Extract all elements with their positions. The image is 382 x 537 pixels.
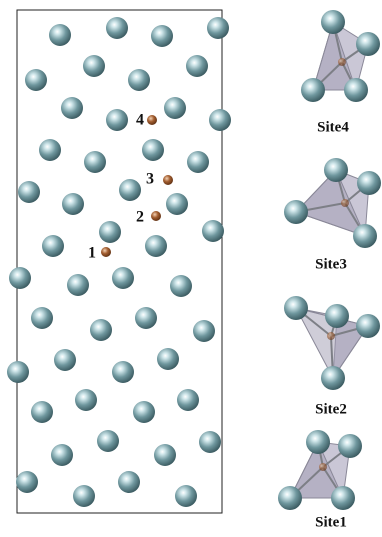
host-atom (301, 78, 325, 102)
host-atom (284, 296, 308, 320)
host-atom (145, 235, 167, 257)
host-atom (356, 32, 380, 56)
site-label: Site4 (317, 119, 349, 135)
site-label: Site3 (315, 256, 347, 272)
interstitial-atom (163, 175, 173, 185)
host-atom (112, 361, 134, 383)
host-atom (84, 151, 106, 173)
host-atom (166, 193, 188, 215)
host-atom (7, 361, 29, 383)
host-atom (142, 139, 164, 161)
host-atom (49, 24, 71, 46)
host-atom (306, 430, 330, 454)
host-atom (90, 319, 112, 341)
host-atom (97, 430, 119, 452)
host-atom (9, 267, 31, 289)
host-atom (209, 109, 231, 131)
host-atom (202, 220, 224, 242)
host-atom (324, 158, 348, 182)
interstitial-atom (327, 332, 335, 340)
host-atom (344, 78, 368, 102)
host-atom (67, 274, 89, 296)
host-atom (187, 151, 209, 173)
atoms (7, 17, 231, 507)
interstitial-atom (338, 58, 346, 66)
host-atom (39, 139, 61, 161)
host-atom (106, 109, 128, 131)
host-atom (18, 181, 40, 203)
host-atom (118, 471, 140, 493)
host-atom (154, 444, 176, 466)
host-atom (278, 486, 302, 510)
host-atom (62, 193, 84, 215)
host-atom (357, 171, 381, 195)
host-atom (175, 485, 197, 507)
host-atom (112, 267, 134, 289)
host-atom (151, 25, 173, 47)
host-atom (177, 389, 199, 411)
host-atom (193, 320, 215, 342)
host-atom (338, 434, 362, 458)
host-atom (128, 69, 150, 91)
site-label: Site2 (315, 401, 347, 417)
host-atom (170, 275, 192, 297)
host-atom (353, 224, 377, 248)
host-atom (73, 485, 95, 507)
host-atom (356, 314, 380, 338)
interstitial-atom (151, 211, 161, 221)
interstitial-atom (101, 247, 111, 257)
host-atom (321, 366, 345, 390)
host-atom (331, 486, 355, 510)
host-atom (119, 179, 141, 201)
host-atom (61, 97, 83, 119)
cell-box (17, 10, 222, 513)
host-atom (284, 200, 308, 224)
host-atom (199, 431, 221, 453)
host-atom (31, 307, 53, 329)
host-atom (164, 97, 186, 119)
site-marker-label: 3 (146, 171, 154, 188)
interstitial-atom (319, 463, 327, 471)
host-atom (99, 221, 121, 243)
interstitial-atom (147, 115, 157, 125)
host-atom (42, 235, 64, 257)
site-label: Site1 (315, 514, 347, 530)
host-atom (106, 17, 128, 39)
host-atom (207, 17, 229, 39)
host-atom (25, 69, 47, 91)
site-marker-label: 1 (88, 245, 96, 262)
site-marker-label: 2 (136, 209, 144, 226)
site-marker-label: 4 (136, 112, 144, 129)
host-atom (135, 307, 157, 329)
structure-figure: 1 2 3 4 Site4 Site3 Site2 Site1 (0, 0, 382, 537)
host-atom (325, 304, 349, 328)
host-atom (157, 348, 179, 370)
host-atom (31, 401, 53, 423)
interstitial-atom (341, 199, 349, 207)
host-atom (83, 55, 105, 77)
host-atom (16, 471, 38, 493)
host-atom (321, 10, 345, 34)
host-atom (54, 349, 76, 371)
host-atom (75, 389, 97, 411)
host-atom (51, 444, 73, 466)
host-atom (133, 401, 155, 423)
host-atom (186, 55, 208, 77)
